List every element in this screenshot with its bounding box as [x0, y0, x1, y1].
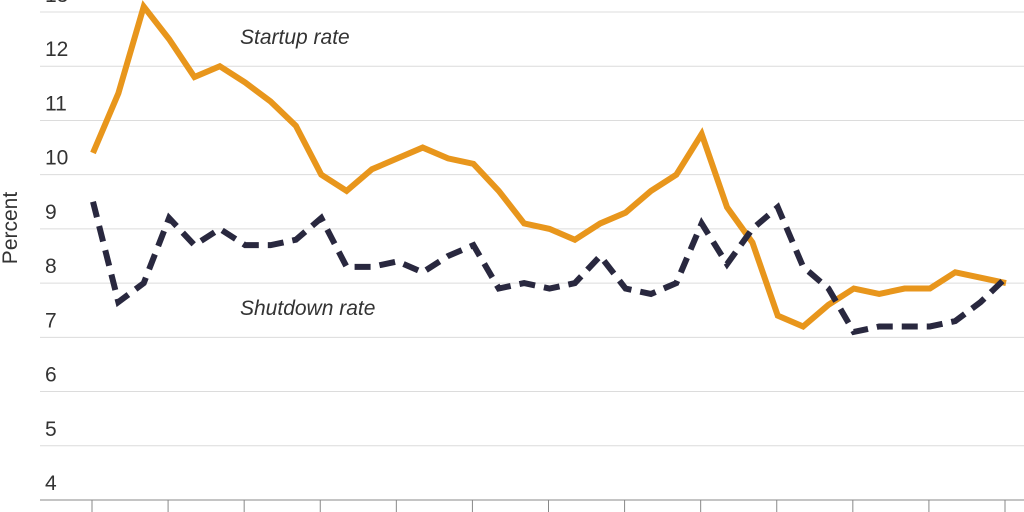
y-tick-label: 7: [45, 309, 57, 332]
y-axis-label: Percent: [0, 192, 22, 265]
annotation: Startup rate: [240, 26, 350, 49]
y-tick-label: 4: [45, 472, 57, 495]
y-tick-label: 8: [45, 255, 57, 278]
y-tick-label: 12: [45, 38, 68, 61]
series-line: [90, 201, 1009, 336]
y-tick-label: 5: [45, 418, 57, 441]
series-line: [90, 0, 1007, 330]
y-tick-label: 10: [45, 147, 68, 170]
annotation: Shutdown rate: [240, 297, 375, 320]
y-tick-label: 9: [45, 201, 57, 224]
y-tick-label: 6: [45, 364, 57, 387]
y-tick-label: 11: [45, 92, 67, 115]
y-tick-label: 13: [45, 0, 68, 7]
